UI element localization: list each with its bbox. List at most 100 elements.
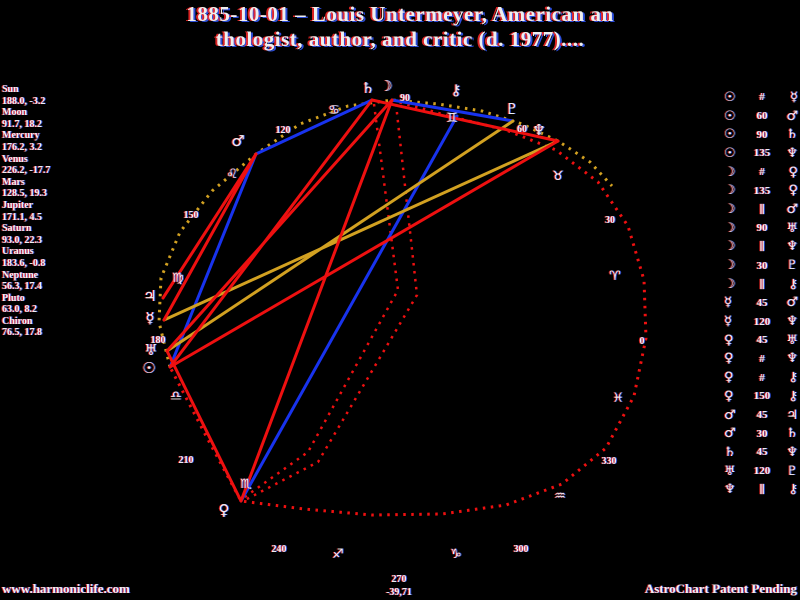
planet-row-values: 128.5, 19.3: [2, 188, 47, 200]
wheel-inner-line-1: [241, 103, 400, 501]
zodiac-sign-aries: ♈: [609, 269, 621, 284]
aspect-type-label: 45: [756, 446, 768, 459]
planet-row-values: 176.2, 3.2: [2, 141, 42, 153]
aspect-planet1-glyph-moon: ☽: [724, 258, 736, 274]
aspect-planet1-glyph-saturn: ♄: [724, 444, 736, 460]
view-angle-value: -39,71: [386, 587, 412, 598]
aspect-type-label: 45: [756, 296, 768, 309]
aspect-planet1-glyph-mars: ♂: [724, 426, 736, 442]
aspect-planet2-glyph-uranus: ♅: [786, 220, 798, 236]
planet-row-name: Pluto: [2, 292, 25, 304]
longitude-tick-330: 330: [602, 456, 617, 467]
planet-glyph-moon: ☽: [379, 77, 392, 95]
zodiac-sign-aquarius: ♒: [554, 489, 566, 504]
aspect-type-label: 150: [753, 390, 771, 403]
aspect-line-mercury-mars: [162, 152, 258, 322]
longitude-tick-120: 120: [276, 125, 291, 136]
aspect-planet2-glyph-saturn: ♄: [786, 426, 798, 442]
planet-row-name: Sun: [2, 84, 19, 95]
aspect-line-moon-venus: [239, 98, 394, 503]
planet-row-values: 226.2, -17.7: [2, 165, 51, 177]
aspect-planet2-glyph-neptune: ♆: [786, 351, 798, 367]
aspect-type-label: 120: [753, 315, 771, 328]
planet-row-name: Chiron: [2, 315, 33, 327]
aspect-planet2-glyph-chiron: ⚷: [788, 370, 798, 386]
aspect-planet2-glyph-venus: ♀: [788, 164, 798, 180]
aspect-line-moon-pluto: [390, 98, 515, 123]
aspect-planet1-glyph-uranus: ♅: [724, 463, 736, 479]
planet-glyph-jupiter: ♃: [143, 287, 156, 305]
aspect-type-label: 45: [756, 409, 768, 422]
aspect-line-venus-chiron: [239, 114, 459, 503]
aspect-planet1-glyph-sun: ☉: [724, 127, 736, 143]
planet-row-values: 63.0, 8.2: [2, 304, 37, 316]
aspect-type-label: 30: [756, 259, 768, 272]
aspect-type-label: ∥: [759, 241, 765, 254]
zodiac-wheel-near-arc: [168, 98, 648, 517]
chart-title: 1885-10-01 – Louis Untermeyer, American …: [0, 2, 800, 52]
aspect-type-label: ∥: [759, 484, 765, 497]
aspect-planet1-glyph-moon: ☽: [724, 239, 736, 255]
aspect-line-saturn-neptune: [370, 98, 560, 143]
aspect-planet2-glyph-neptune: ♆: [786, 444, 798, 460]
planet-glyph-pluto: ♇: [505, 100, 518, 118]
planet-row-name: Uranus: [2, 246, 34, 258]
aspect-planet2-glyph-uranus: ♅: [786, 332, 798, 348]
planet-row-values: 183.6, -0.8: [2, 257, 46, 269]
aspect-line-mercury-neptune: [162, 139, 560, 322]
zodiac-sign-leo: ♌: [226, 167, 238, 182]
aspect-type-label: #: [759, 166, 765, 179]
aspect-planet1-glyph-moon: ☽: [724, 201, 736, 217]
aspect-planet1-glyph-mercury: ☿: [724, 295, 732, 311]
aspect-planet1-glyph-sun: ☉: [724, 108, 736, 124]
planet-row-values: 188.0, -3.2: [2, 95, 46, 107]
aspect-planet2-glyph-mars: ♂: [786, 295, 798, 311]
longitude-tick-90: 90: [400, 93, 410, 104]
aspect-planet1-glyph-venus: ♀: [724, 370, 734, 386]
wheel-inner-line-0: [244, 103, 419, 502]
planet-glyph-saturn: ♄: [361, 79, 374, 97]
aspect-type-label: 90: [756, 222, 768, 235]
longitude-tick-60: 60: [517, 124, 527, 135]
aspect-type-label: 135: [753, 184, 771, 197]
planet-glyph-neptune: ♆: [532, 121, 545, 139]
aspect-planet1-glyph-venus: ♀: [724, 388, 734, 404]
planet-row-name: Mars: [2, 176, 25, 188]
aspect-type-label: 45: [756, 334, 768, 347]
aspect-planet1-glyph-moon: ☽: [724, 164, 736, 180]
zodiac-sign-gemini: ♊: [446, 111, 458, 126]
aspect-type-label: 30: [756, 427, 768, 440]
longitude-tick-300: 300: [514, 544, 529, 555]
aspect-line-sun-neptune: [168, 139, 560, 369]
planet-glyph-mars: ♂: [231, 132, 244, 150]
aspect-type-label: 135: [753, 147, 771, 160]
patent-notice: AstroChart Patent Pending: [644, 581, 797, 596]
aspect-type-label: #: [759, 371, 765, 384]
aspect-planet1-glyph-sun: ☉: [724, 89, 736, 105]
zodiac-sign-libra: ♎: [170, 389, 182, 404]
aspect-type-label: #: [759, 352, 765, 365]
aspect-planet1-glyph-venus: ♀: [724, 351, 734, 367]
planet-glyph-chiron: ⚷: [451, 81, 462, 99]
aspect-type-label: #: [759, 91, 765, 104]
aspect-planet1-glyph-moon: ☽: [724, 183, 736, 199]
planet-row-values: 91.7, 18.2: [2, 118, 42, 130]
aspect-planet2-glyph-venus: ♀: [788, 183, 798, 199]
planet-glyph-mercury: ☿: [145, 309, 154, 327]
longitude-tick-210: 210: [179, 455, 194, 466]
planet-row-name: Moon: [2, 107, 27, 119]
planet-row-values: 93.0, 22.3: [2, 234, 42, 246]
zodiac-sign-cancer: ♋: [328, 103, 340, 118]
longitude-tick-30: 30: [605, 215, 615, 226]
aspect-planet2-glyph-mercury: ☿: [790, 89, 798, 105]
aspect-type-label: ∥: [759, 203, 765, 216]
planet-glyph-sun: ☉: [142, 359, 155, 377]
planet-row-name: Jupiter: [2, 199, 34, 211]
planet-position-table: Sun 188.0, -3.2 Moon 91.7, 18.2 Mercury 176.2…: [2, 84, 112, 339]
chart-title-line1: 1885-10-01 – Louis Untermeyer, American …: [186, 2, 614, 26]
aspect-table: ☉ # ☿ ☉ 60 ♂ ☉ 90 ♄ ☉ 135 ♆ ☽ # ♀ ☽ 135 ♀ ☽ ∥ ♂ ☽ 90 ♅ ☽ ∥ ♆ ☽ 30 ♇ ☽ ∥…: [724, 88, 798, 499]
aspect-type-label: ∥: [759, 278, 765, 291]
aspect-planet1-glyph-sun: ☉: [724, 145, 736, 161]
aspect-planet2-glyph-mars: ♂: [786, 201, 798, 217]
